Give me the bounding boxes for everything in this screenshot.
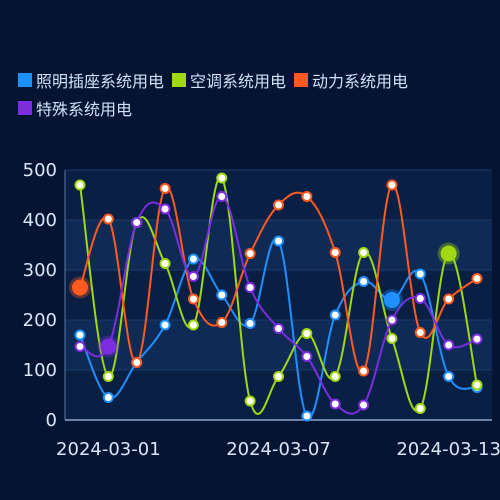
data-point[interactable] xyxy=(386,333,398,344)
data-point[interactable] xyxy=(187,271,199,282)
data-point[interactable] xyxy=(244,318,256,329)
data-point[interactable] xyxy=(329,398,341,410)
data-point[interactable] xyxy=(386,314,398,326)
data-point[interactable] xyxy=(358,365,370,377)
data-point[interactable] xyxy=(244,248,256,259)
data-point[interactable] xyxy=(301,191,313,202)
data-point[interactable] xyxy=(102,371,114,382)
highlight-point[interactable] xyxy=(383,292,400,308)
data-point[interactable] xyxy=(358,399,370,411)
data-point[interactable] xyxy=(414,293,426,304)
data-point[interactable] xyxy=(329,247,341,258)
y-tick-label: 500 xyxy=(23,160,57,181)
x-tick-label: 2024-03-07 xyxy=(226,439,331,460)
data-point[interactable] xyxy=(414,327,426,338)
data-point[interactable] xyxy=(358,276,370,287)
legend-swatch-special xyxy=(18,101,32,115)
data-point[interactable] xyxy=(159,203,171,215)
data-point[interactable] xyxy=(216,172,228,184)
data-point[interactable] xyxy=(273,199,284,211)
data-point[interactable] xyxy=(74,179,86,191)
y-tick-label: 400 xyxy=(23,210,57,231)
data-point[interactable] xyxy=(386,179,398,191)
data-point[interactable] xyxy=(102,213,114,225)
legend-swatch-power xyxy=(294,73,309,87)
data-point[interactable] xyxy=(471,379,483,391)
data-point[interactable] xyxy=(301,410,313,422)
data-point[interactable] xyxy=(131,217,143,228)
legend-item-special[interactable]: 特殊系统用电 xyxy=(18,96,132,120)
legend-label-power: 动力系统用电 xyxy=(312,72,409,91)
data-point[interactable] xyxy=(443,339,455,351)
data-point[interactable] xyxy=(329,371,341,382)
data-point[interactable] xyxy=(414,403,426,414)
data-point[interactable] xyxy=(102,392,114,403)
data-point[interactable] xyxy=(414,268,426,280)
data-point[interactable] xyxy=(131,357,143,368)
highlight-point[interactable] xyxy=(72,279,88,296)
data-point[interactable] xyxy=(216,317,228,328)
data-point[interactable] xyxy=(159,183,171,194)
y-tick-label: 200 xyxy=(23,310,57,331)
legend-label-special: 特殊系统用电 xyxy=(36,100,133,119)
highlight-point[interactable] xyxy=(100,338,117,355)
data-point[interactable] xyxy=(443,293,455,305)
x-tick-label: 2024-03-13 xyxy=(396,439,500,460)
data-point[interactable] xyxy=(187,253,199,265)
legend-label-lighting: 照明插座系统用电 xyxy=(36,72,165,91)
data-point[interactable] xyxy=(273,323,284,334)
data-point[interactable] xyxy=(74,341,86,352)
data-point[interactable] xyxy=(244,395,256,407)
series-line-3 xyxy=(79,195,478,415)
data-point[interactable] xyxy=(187,293,199,305)
data-point[interactable] xyxy=(159,258,171,269)
data-point[interactable] xyxy=(329,309,341,321)
legend-item-hvac[interactable]: 空调系统用电 xyxy=(172,68,286,92)
data-point[interactable] xyxy=(244,282,256,293)
legend-label-hvac: 空调系统用电 xyxy=(190,72,287,91)
y-tick-label: 300 xyxy=(23,260,57,281)
data-point[interactable] xyxy=(216,191,228,202)
x-tick-label: 2024-03-01 xyxy=(56,439,161,460)
data-point[interactable] xyxy=(216,289,228,301)
data-point[interactable] xyxy=(273,371,284,382)
data-point[interactable] xyxy=(301,328,313,339)
legend: 照明插座系统用电 空调系统用电 动力系统用电 特殊系统用电 xyxy=(18,68,496,120)
data-point[interactable] xyxy=(273,235,284,247)
legend-item-lighting[interactable]: 照明插座系统用电 xyxy=(18,68,164,92)
data-point[interactable] xyxy=(187,319,199,331)
grid-band xyxy=(65,170,492,220)
data-point[interactable] xyxy=(358,247,370,258)
data-point[interactable] xyxy=(443,371,455,382)
highlight-point[interactable] xyxy=(440,245,457,262)
legend-swatch-hvac xyxy=(172,73,187,87)
data-point[interactable] xyxy=(74,329,86,341)
y-tick-label: 100 xyxy=(23,360,57,381)
data-point[interactable] xyxy=(301,351,313,362)
data-point[interactable] xyxy=(159,319,171,331)
data-point[interactable] xyxy=(471,273,483,284)
series-line-0 xyxy=(79,237,478,419)
legend-swatch-lighting xyxy=(18,73,32,87)
data-point[interactable] xyxy=(471,333,483,345)
y-tick-label: 0 xyxy=(46,410,57,431)
legend-item-power[interactable]: 动力系统用电 xyxy=(294,68,408,92)
